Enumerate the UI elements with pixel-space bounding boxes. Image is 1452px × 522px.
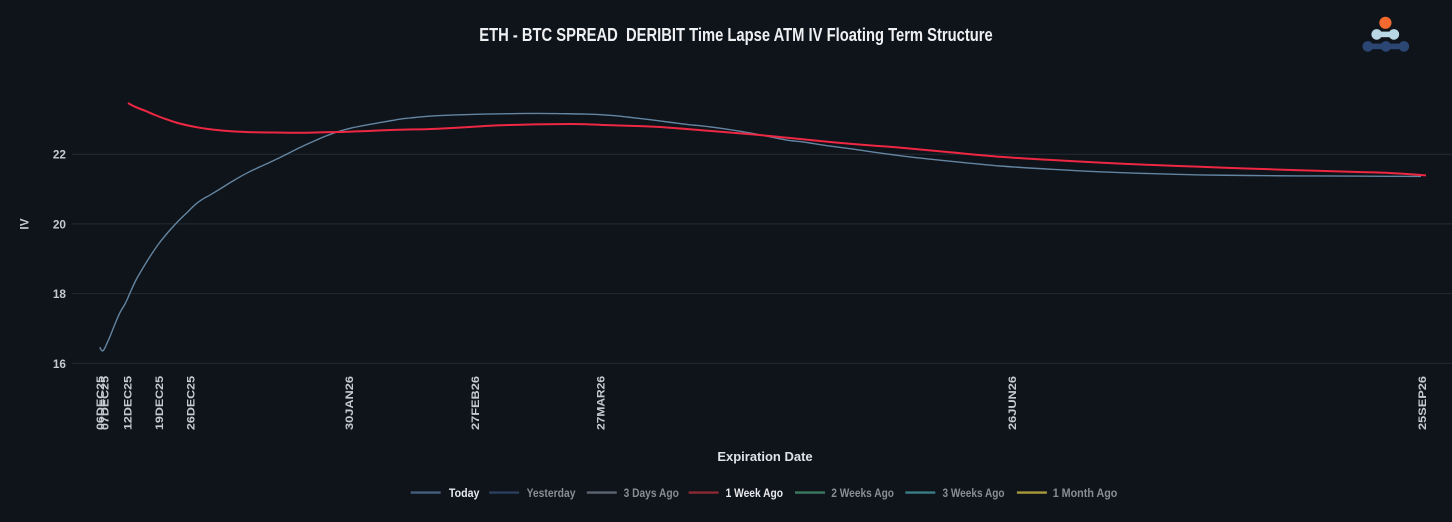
svg-text:3 Days Ago: 3 Days Ago (624, 486, 679, 500)
svg-text:ETH - BTC SPREAD DERIBIT Time: ETH - BTC SPREAD DERIBIT Time Lapse ATM … (479, 24, 993, 45)
svg-text:22: 22 (53, 148, 67, 162)
svg-text:1 Week Ago: 1 Week Ago (726, 486, 783, 500)
svg-text:20: 20 (53, 217, 67, 231)
svg-text:27FEB26: 27FEB26 (470, 376, 482, 430)
svg-text:Yesterday: Yesterday (527, 486, 576, 500)
svg-text:2 Weeks Ago: 2 Weeks Ago (831, 486, 894, 500)
svg-text:07DEC25: 07DEC25 (100, 376, 112, 430)
svg-text:25SEP26: 25SEP26 (1417, 376, 1429, 430)
svg-text:26DEC25: 26DEC25 (186, 376, 198, 430)
svg-text:19DEC25: 19DEC25 (154, 376, 166, 430)
svg-text:Today: Today (449, 486, 480, 500)
svg-text:IV: IV (18, 218, 32, 229)
svg-text:06DEC25: 06DEC25 (95, 376, 107, 430)
svg-text:3 Weeks Ago: 3 Weeks Ago (943, 486, 1005, 500)
svg-text:1 Month Ago: 1 Month Ago (1053, 486, 1118, 500)
svg-text:Expiration Date: Expiration Date (717, 449, 812, 464)
svg-text:18: 18 (53, 287, 67, 301)
svg-text:27MAR26: 27MAR26 (596, 376, 608, 430)
svg-text:30JAN26: 30JAN26 (344, 376, 356, 430)
svg-text:16: 16 (53, 357, 67, 371)
svg-text:26JUN26: 26JUN26 (1007, 376, 1019, 430)
svg-text:12DEC25: 12DEC25 (122, 376, 134, 430)
